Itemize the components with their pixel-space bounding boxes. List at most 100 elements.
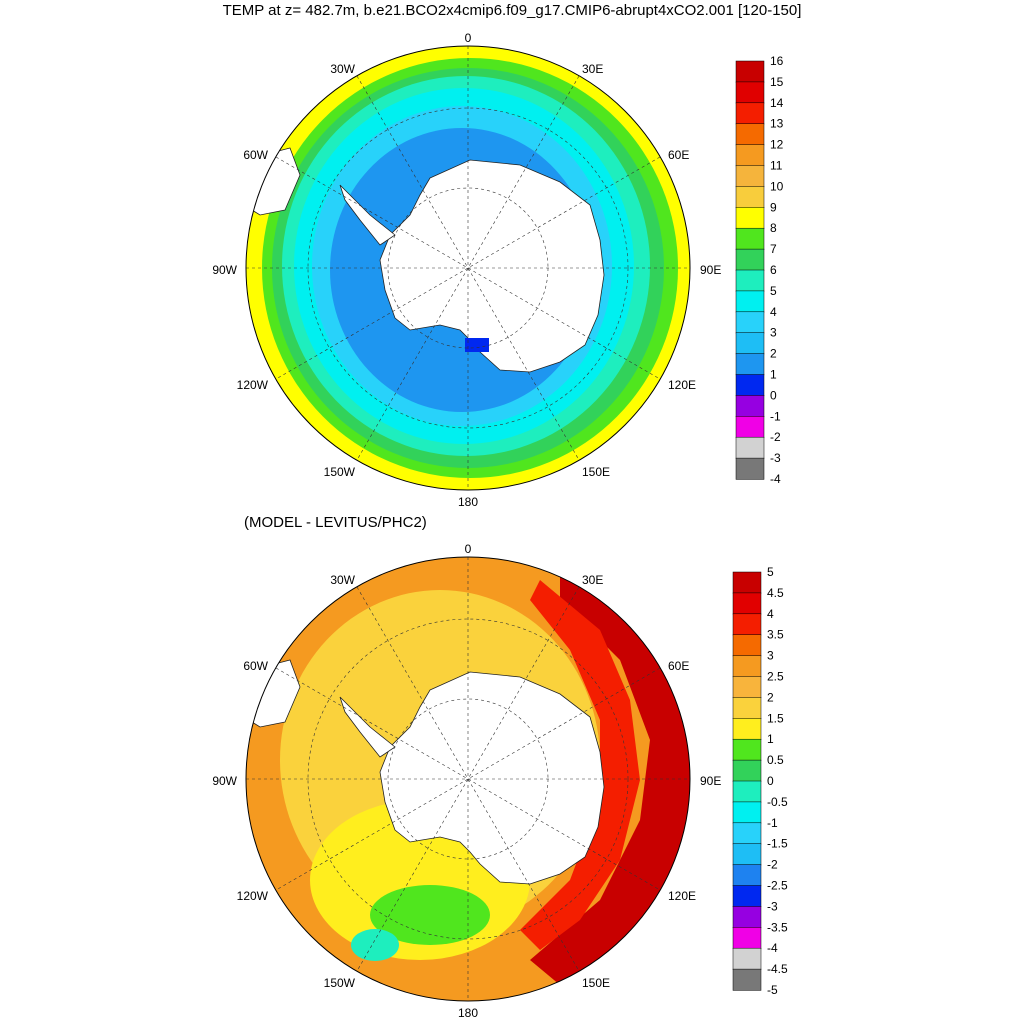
colorbar-tick-label: 1: [767, 732, 774, 746]
graticule-bottom: [246, 557, 690, 1001]
colorbar-swatch: [735, 186, 765, 208]
colorbar-swatch: [732, 634, 762, 657]
lon-label-120w: 120W: [237, 889, 269, 903]
lon-label-180: 180: [458, 495, 478, 509]
colorbar-tick-label: 2.5: [767, 670, 784, 684]
colorbar-tick-label: -2: [770, 430, 781, 444]
lon-label-60e: 60E: [668, 659, 689, 673]
colorbar-swatch: [735, 436, 765, 459]
lon-label-120e: 120E: [668, 378, 696, 392]
colorbar-tick-label: -2.5: [767, 879, 788, 893]
lon-label-30e: 30E: [582, 573, 603, 587]
colorbar-tick-label: 0: [770, 388, 777, 402]
colorbar-swatch: [732, 906, 762, 928]
colorbar-swatch: [732, 571, 762, 594]
lon-label-150w: 150W: [324, 976, 356, 990]
colorbar-tick-label: -3.5: [767, 920, 788, 934]
warming-band-mid: [520, 580, 640, 950]
colorbar-swatch: [735, 457, 765, 480]
colorbar-swatch: [735, 353, 765, 376]
colorbar-tick-label: 16: [770, 54, 784, 68]
colorbar-swatch: [735, 144, 765, 167]
colorbar-tick-label: 4: [770, 305, 777, 319]
lon-label-30w: 30W: [330, 62, 355, 76]
colorbar-tick-label: -2: [767, 858, 778, 872]
colorbar-tick-label: 0.5: [767, 753, 784, 767]
colorbar-swatch: [735, 248, 765, 271]
colorbar-tick-label: -3: [770, 451, 781, 465]
colorbar-swatch: [732, 759, 762, 782]
colorbar-tick-label: -4: [770, 472, 781, 486]
colorbar-swatch: [732, 592, 762, 615]
colorbar-tick-label: 14: [770, 96, 784, 110]
colorbar-swatch: [735, 311, 765, 334]
colorbar-swatch: [735, 416, 765, 438]
top-longitude-labels: 0 30E 60E 90E 120E 150E 180 150W 120W 90…: [212, 31, 721, 509]
colorbar-swatch: [732, 738, 762, 761]
colorbar-swatch: [732, 718, 762, 740]
colorbar-swatch: [735, 374, 765, 397]
colorbar-swatch: [732, 655, 762, 678]
difference-colorbar: 5 4.5 4 3.5 3 2.5 2 1.5 1 0.5 0 -0.5 -1 -1.5 -2 -2.5 -3 -…: [732, 565, 788, 997]
colorbar-tick-label: -1: [770, 409, 781, 423]
colorbar-tick-label: 10: [770, 179, 784, 193]
colorbar-tick-label: 0: [767, 774, 774, 788]
colorbar-swatch: [735, 60, 765, 83]
colorbar-tick-label: 2: [767, 690, 774, 704]
colorbar-swatch: [732, 885, 762, 908]
colorbar-swatch: [732, 613, 762, 636]
strong-warming-band: [530, 560, 690, 985]
figure-title: TEMP at z= 482.7m, b.e21.BCO2x4cmip6.f09…: [222, 2, 802, 19]
lon-label-90e: 90E: [700, 263, 721, 277]
difference-map: [245, 556, 691, 1002]
colorbar-swatch: [735, 227, 765, 250]
temperature-map: [245, 45, 691, 491]
colorbar-tick-label: 4: [767, 607, 774, 621]
colorbar-tick-label: 5: [770, 284, 777, 298]
colorbar-swatch: [732, 843, 762, 866]
bottom-longitude-labels: 0 30E 60E 90E 120E 150E 180 150W 120W 90…: [212, 542, 721, 1020]
colorbar-tick-label: 4.5: [767, 586, 784, 600]
colorbar-tick-label: 1: [770, 368, 777, 382]
colorbar-swatch: [732, 676, 762, 699]
colorbar-tick-label: 7: [770, 242, 777, 256]
lon-label-90w: 90W: [212, 263, 237, 277]
lon-label-60w: 60W: [243, 659, 268, 673]
colorbar-swatch: [732, 697, 762, 719]
lon-label-150e: 150E: [582, 976, 610, 990]
colorbar-swatch: [732, 968, 762, 991]
colorbar-swatch: [735, 102, 765, 125]
colorbar-tick-label: 1.5: [767, 711, 784, 725]
lon-label-120w: 120W: [237, 378, 269, 392]
colorbar-tick-label: -1: [767, 816, 778, 830]
lon-label-60e: 60E: [668, 148, 689, 162]
colorbar-tick-label: 5: [767, 565, 774, 579]
neutral-anomaly-patch: [370, 885, 490, 945]
lon-label-180: 180: [458, 1006, 478, 1020]
lon-label-90w: 90W: [212, 774, 237, 788]
colorbar-swatch: [735, 290, 765, 313]
colorbar-tick-label: 15: [770, 75, 784, 89]
colorbar-swatch: [735, 332, 765, 355]
colorbar-swatch: [732, 947, 762, 970]
lon-label-0: 0: [465, 31, 472, 45]
colorbar-swatch: [735, 207, 765, 229]
colorbar-swatch: [735, 395, 765, 417]
colorbar-tick-label: 13: [770, 117, 784, 131]
colorbar-tick-label: 12: [770, 138, 784, 152]
colorbar-tick-label: 8: [770, 221, 777, 235]
colorbar-swatch: [732, 822, 762, 845]
map-border-bottom: [245, 556, 691, 1002]
lon-label-120e: 120E: [668, 889, 696, 903]
antarctica-landmass-bottom: [379, 671, 605, 885]
colorbar-swatch: [732, 864, 762, 887]
map-border: [245, 45, 691, 491]
colorbar-swatch: [735, 81, 765, 104]
colorbar-tick-label: -3: [767, 899, 778, 913]
colorbar-tick-label: -5: [767, 983, 778, 997]
colorbar-tick-label: -0.5: [767, 795, 788, 809]
lon-label-150e: 150E: [582, 465, 610, 479]
lon-label-90e: 90E: [700, 774, 721, 788]
cold-shelf-patch: [465, 338, 489, 352]
colorbar-swatch: [732, 780, 762, 803]
